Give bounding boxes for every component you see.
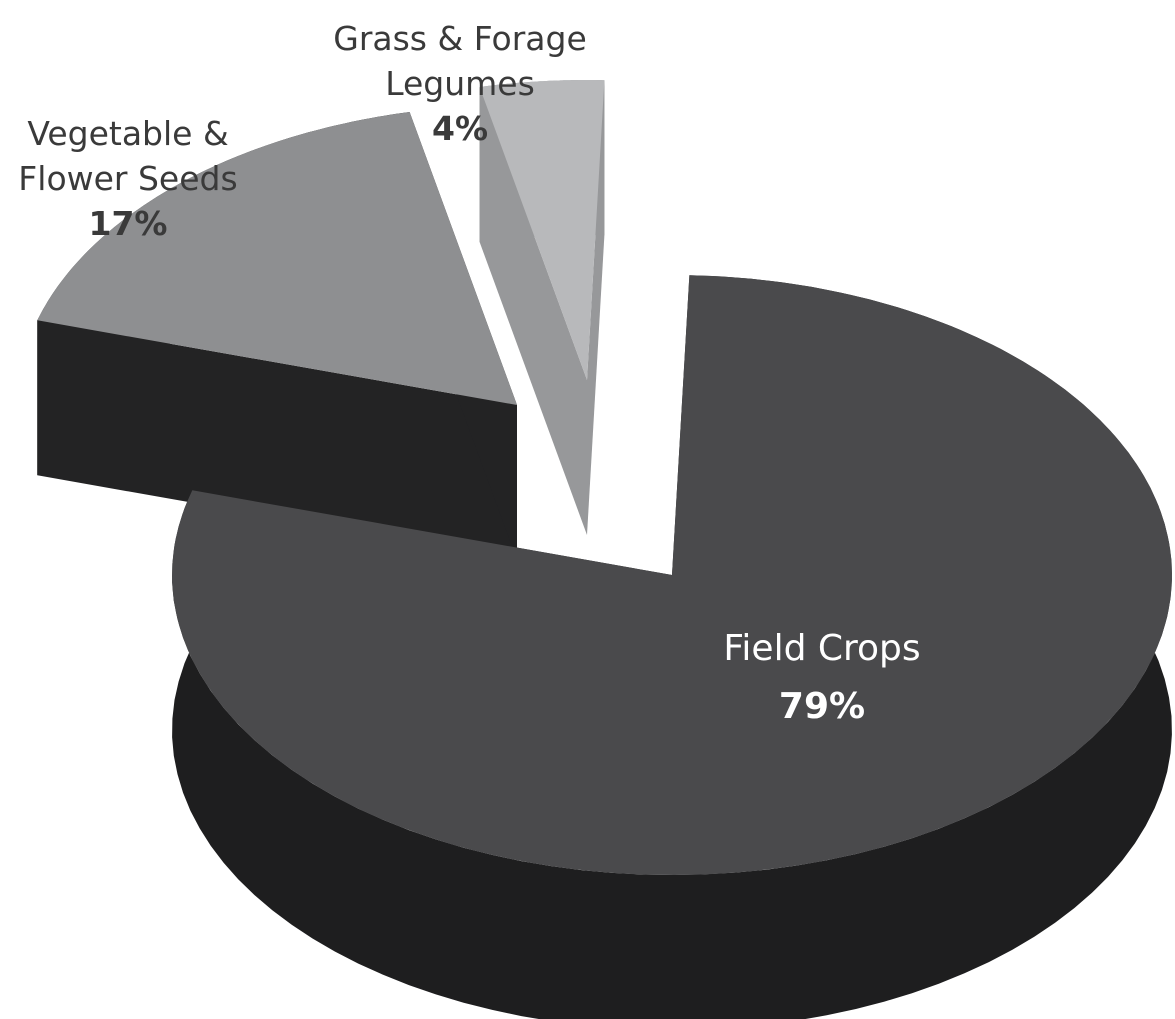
pie-top-layer xyxy=(37,80,1172,875)
slice-label-percent-vegetable-flower-seeds: 17% xyxy=(89,204,168,243)
slice-label-percent-field-crops: 79% xyxy=(779,686,865,727)
slice-label-percent-grass-forage-legumes: 4% xyxy=(432,109,488,148)
slice-label-name-grass-forage-legumes-line-0: Grass & Forage xyxy=(333,19,587,58)
pie-slice-field-crops xyxy=(172,275,1172,875)
slice-label-name-vegetable-flower-seeds-line-0: Vegetable & xyxy=(27,114,228,153)
pie-slice-vegetable-flower-seeds xyxy=(37,112,518,405)
slice-label-name-vegetable-flower-seeds-line-1: Flower Seeds xyxy=(18,159,237,198)
pie-slice-grass-forage-legumes xyxy=(479,80,605,380)
pie-cut-face-vegetable-flower-seeds-start xyxy=(37,320,518,560)
slice-label-name-grass-forage-legumes-line-1: Legumes xyxy=(385,64,535,103)
slice-label-name-field-crops-line-0: Field Crops xyxy=(723,628,920,669)
pie-labels: Field Crops 79% Vegetable & Flower Seeds 17%… xyxy=(18,19,920,727)
slice-label-grass-forage-legumes: Grass & Forage Legumes 4% xyxy=(333,19,587,148)
pie-cut-face-grass-forage-legumes-end xyxy=(587,80,605,535)
slice-label-field-crops: Field Crops 79% xyxy=(723,628,920,727)
pie-cut-face-grass-forage-legumes-start xyxy=(479,87,587,535)
slice-label-vegetable-flower-seeds: Vegetable & Flower Seeds 17% xyxy=(18,114,237,243)
